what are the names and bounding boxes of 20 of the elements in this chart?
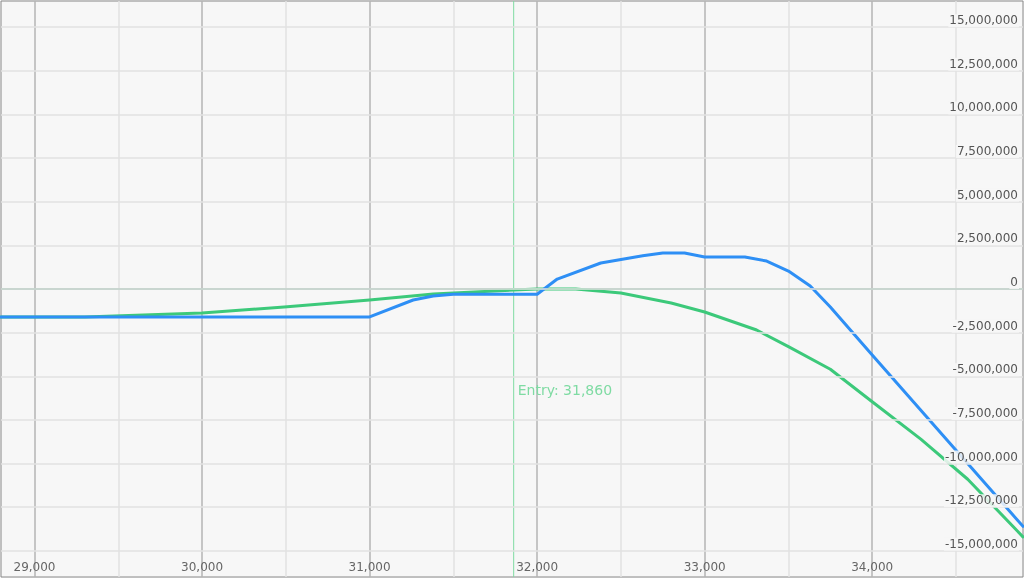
y-tick-label: 7,500,000 (956, 144, 1018, 159)
x-tick-label: 32,000 (516, 560, 559, 574)
y-tick-label: 10,000,000 (949, 100, 1018, 115)
y-tick-label: 0 (1010, 275, 1018, 289)
y-tick-label: -7,500,000 (952, 405, 1018, 420)
x-tick-label: 31,000 (348, 560, 391, 574)
y-tick-label: 5,000,000 (956, 187, 1018, 202)
y-tick-label: -2,500,000 (952, 318, 1018, 333)
y-tick-label: -5,000,000 (952, 362, 1018, 377)
x-tick-label: 29,000 (13, 560, 56, 574)
y-tick-label: -12,500,000 (944, 493, 1018, 508)
y-tick-label: -15,000,000 (944, 536, 1018, 551)
y-tick-label: 12,500,000 (949, 56, 1018, 71)
y-tick-label: 15,000,000 (949, 13, 1018, 28)
ref-line-label: Entry: 31,860 (517, 382, 613, 399)
x-tick-label: 30,000 (181, 560, 224, 574)
y-tick-label: 2,500,000 (956, 231, 1018, 246)
y-tick-label: -10,000,000 (944, 449, 1018, 464)
x-tick-label: 34,000 (851, 560, 894, 574)
x-tick-label: 33,000 (683, 560, 726, 574)
